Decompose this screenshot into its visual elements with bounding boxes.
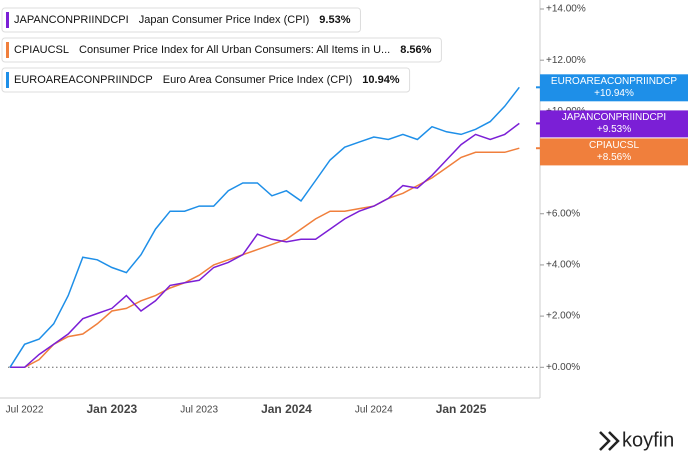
y-tick-label: +0.00% — [546, 362, 580, 373]
x-tick-label: Jan 2025 — [436, 402, 487, 416]
logo: koyfin — [599, 429, 674, 451]
end-tag — [540, 138, 688, 166]
end-tag — [540, 110, 688, 138]
y-tick-label: +6.00% — [546, 208, 580, 219]
logo-icon — [599, 431, 620, 451]
line — [9, 86, 520, 368]
legend-description: Japan Consumer Price Index (CPI) — [139, 14, 310, 26]
legend-box — [1, 37, 442, 63]
legend-item: JAPANCONPRIINDCPI Japan Consumer Price In… — [1, 7, 361, 33]
legend-value: 10.94% — [362, 74, 400, 86]
line — [10, 122, 520, 369]
end-tag — [540, 74, 688, 102]
end-tag-value: +8.56% — [597, 152, 631, 163]
y-tick-label: +12.00% — [546, 55, 586, 66]
legend-swatch — [6, 72, 9, 88]
legend-swatch — [6, 12, 9, 28]
legend-code: CPIAUCSL — [14, 44, 69, 56]
x-tick-label: Jan 2023 — [86, 402, 137, 416]
legend-code: EUROAREACONPRIINDCP — [14, 74, 153, 86]
legend-description: Euro Area Consumer Price Index (CPI) — [163, 74, 353, 86]
legend-value: 8.56% — [400, 44, 431, 56]
end-tag-name: EUROAREACONPRIINDCP — [551, 76, 677, 87]
x-tick-label: Jul 2022 — [6, 405, 44, 416]
legend-item: CPIAUCSL Consumer Price Index for All Urb… — [1, 37, 442, 63]
x-tick-label: Jul 2023 — [180, 405, 218, 416]
legend-swatch — [6, 42, 9, 58]
line — [10, 147, 520, 369]
end-tag-value: +9.53% — [597, 124, 631, 135]
x-tick-label: Jan 2024 — [261, 402, 312, 416]
legend-description: Consumer Price Index for All Urban Consu… — [79, 44, 390, 56]
end-tag-value: +10.94% — [594, 88, 634, 99]
legend-code: JAPANCONPRIINDCPI — [14, 14, 129, 26]
y-tick-label: +2.00% — [546, 311, 580, 322]
end-tag-name: JAPANCONPRIINDCPI — [562, 112, 666, 123]
legend-box — [1, 7, 361, 33]
brand: koyfin — [622, 429, 674, 451]
legend-value: 9.53% — [319, 14, 350, 26]
legend-item: EUROAREACONPRIINDCP Euro Area Consumer Pr… — [1, 67, 411, 93]
y-tick-label: +4.00% — [546, 260, 580, 271]
legend-box — [1, 67, 411, 93]
x-tick-label: Jul 2024 — [355, 405, 393, 416]
y-tick-label: +14.00% — [546, 4, 586, 15]
end-tag-name: CPIAUCSL — [589, 140, 639, 151]
